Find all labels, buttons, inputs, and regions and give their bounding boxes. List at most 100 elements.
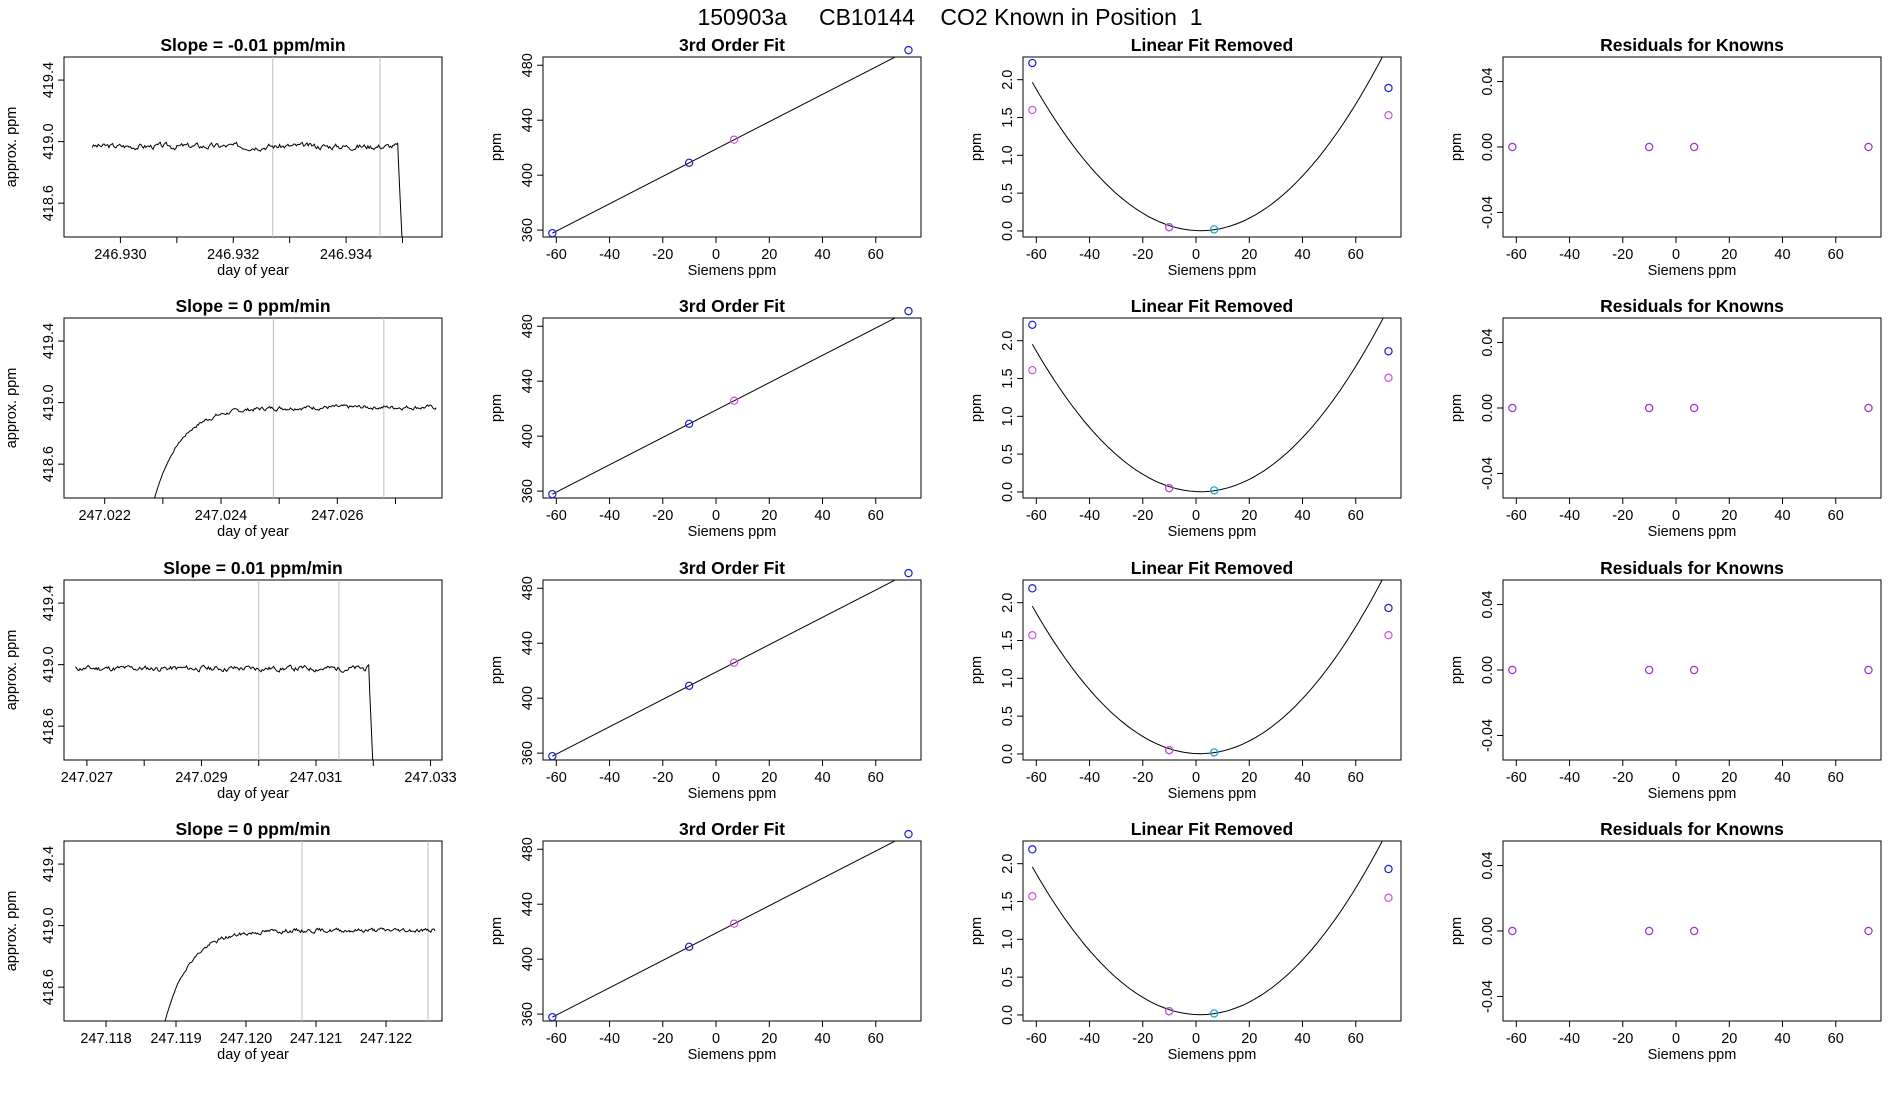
x-tick-label: 40 xyxy=(1774,1031,1790,1047)
quadratic-fit-curve xyxy=(1031,57,1383,232)
data-point xyxy=(548,751,557,761)
panel-title: Linear Fit Removed xyxy=(1131,35,1293,55)
panel-title: Slope = 0 ppm/min xyxy=(175,819,330,839)
data-point xyxy=(1864,665,1873,675)
x-tick-label: 247.033 xyxy=(404,770,456,786)
r1-linfit-panel: Linear Fit Removed -60 -40 -20 0 20 40 60 Siemen… xyxy=(969,35,1402,279)
data-point xyxy=(1644,403,1654,413)
plot-frame xyxy=(1022,579,1402,761)
y-axis-label: approx. ppm xyxy=(4,107,20,188)
y-axis-label: approx. ppm xyxy=(4,368,20,449)
x-axis-label: Siemens ppm xyxy=(688,524,777,540)
y-tick-label: 2.0 xyxy=(1000,593,1016,613)
y-tick-label: 2.0 xyxy=(1000,854,1016,874)
data-point xyxy=(1384,373,1393,382)
plot-frame xyxy=(1502,840,1882,1022)
y-axis-label: ppm xyxy=(969,394,985,422)
y-axis-label: ppm xyxy=(1449,656,1465,684)
data-point xyxy=(904,306,913,316)
plot-frame xyxy=(542,317,922,499)
x-tick-label: 247.029 xyxy=(175,770,227,786)
data-point xyxy=(1689,403,1699,413)
plot-frame xyxy=(1502,317,1882,499)
data-point xyxy=(1028,892,1037,901)
x-axis-label: Siemens ppm xyxy=(1168,524,1257,540)
x-tick-label: 247.027 xyxy=(61,770,113,786)
panel-title: Linear Fit Removed xyxy=(1131,819,1293,839)
x-tick-label: 247.024 xyxy=(195,508,247,524)
x-tick-label: 20 xyxy=(1241,770,1257,786)
r1-fit-panel: 3rd Order Fit -60 -40 -20 0 20 40 60 Siemens ppm… xyxy=(489,35,922,279)
x-axis-label: Siemens ppm xyxy=(1648,524,1737,540)
panel-title: 3rd Order Fit xyxy=(679,819,785,839)
x-tick-label: 0 xyxy=(1192,508,1200,524)
panel-title: Residuals for Knowns xyxy=(1600,35,1784,55)
y-axis-label: ppm xyxy=(969,917,985,945)
data-point xyxy=(1028,365,1037,375)
x-tick-label: 20 xyxy=(1241,508,1257,524)
y-tick-label: 2.0 xyxy=(1000,70,1016,90)
y-tick-label: -0.04 xyxy=(1480,196,1496,229)
data-point xyxy=(1209,225,1219,234)
x-tick-label: 247.119 xyxy=(150,1031,201,1047)
data-point xyxy=(729,658,739,667)
x-tick-label: 247.122 xyxy=(360,1031,412,1047)
data-point xyxy=(1644,142,1654,152)
y-tick-label: 419.0 xyxy=(41,907,57,943)
data-point xyxy=(904,568,913,578)
x-tick-label: 60 xyxy=(1348,770,1364,786)
plot-frame xyxy=(1022,56,1402,238)
plot-frame xyxy=(1502,579,1882,761)
x-tick-label: -60 xyxy=(546,770,567,786)
x-tick-label: 0 xyxy=(712,508,720,524)
x-tick-label: -40 xyxy=(1559,1031,1580,1047)
r2-linfit-panel: Linear Fit Removed -60 -40 -20 0 20 40 60 Siemen… xyxy=(969,296,1402,540)
data-point xyxy=(1864,142,1873,152)
x-tick-label: -20 xyxy=(652,1031,673,1047)
x-tick-label: 20 xyxy=(1241,247,1257,263)
y-tick-label: 1.0 xyxy=(1000,406,1016,426)
y-tick-label: 0.0 xyxy=(1000,744,1016,764)
x-tick-label: -60 xyxy=(546,1031,567,1047)
x-tick-label: 0 xyxy=(1672,770,1680,786)
y-tick-label: 419.4 xyxy=(41,846,57,882)
data-point xyxy=(1384,603,1393,613)
data-point xyxy=(1164,483,1174,493)
r3-resid-panel: Residuals for Knowns -60 -40 -20 0 20 40 60 Siem… xyxy=(1449,558,1882,802)
y-tick-label: 440 xyxy=(520,631,536,655)
data-point xyxy=(1164,1006,1174,1016)
x-tick-label: 247.120 xyxy=(220,1031,272,1047)
x-tick-label: 60 xyxy=(1828,770,1844,786)
x-tick-label: -40 xyxy=(599,247,620,263)
data-point xyxy=(1028,631,1037,640)
data-point xyxy=(1164,222,1174,232)
data-point xyxy=(1864,403,1873,413)
y-axis-label: ppm xyxy=(1449,917,1465,945)
x-axis-label: Siemens ppm xyxy=(1168,1047,1257,1063)
y-tick-label: 440 xyxy=(520,892,536,916)
panel-title: Residuals for Knowns xyxy=(1600,819,1784,839)
y-axis-label: ppm xyxy=(969,656,985,684)
x-tick-label: 0 xyxy=(1672,1031,1680,1047)
x-tick-label: -40 xyxy=(1079,1031,1100,1047)
data-point xyxy=(1384,864,1393,874)
plot-frame xyxy=(542,579,922,761)
y-tick-label: 480 xyxy=(520,53,536,77)
x-tick-label: 20 xyxy=(1721,247,1737,263)
y-tick-label: 1.0 xyxy=(1000,929,1016,949)
x-axis-label: day of year xyxy=(217,263,289,279)
concentration-series xyxy=(75,663,374,760)
y-tick-label: 1.5 xyxy=(1000,630,1016,650)
x-tick-label: 60 xyxy=(868,770,884,786)
y-tick-label: 0.04 xyxy=(1480,67,1496,95)
x-tick-label: 40 xyxy=(814,508,830,524)
concentration-series xyxy=(154,404,437,498)
x-tick-label: -40 xyxy=(1559,247,1580,263)
r4-fit-panel: 3rd Order Fit -60 -40 -20 0 20 40 60 Siemens ppm… xyxy=(489,819,922,1063)
concentration-series xyxy=(164,927,436,1021)
y-tick-label: 0.00 xyxy=(1480,656,1496,684)
data-point xyxy=(1384,347,1393,356)
y-tick-label: 419.0 xyxy=(41,384,57,420)
x-tick-label: 0 xyxy=(712,1031,720,1047)
y-tick-label: 1.5 xyxy=(1000,891,1016,911)
